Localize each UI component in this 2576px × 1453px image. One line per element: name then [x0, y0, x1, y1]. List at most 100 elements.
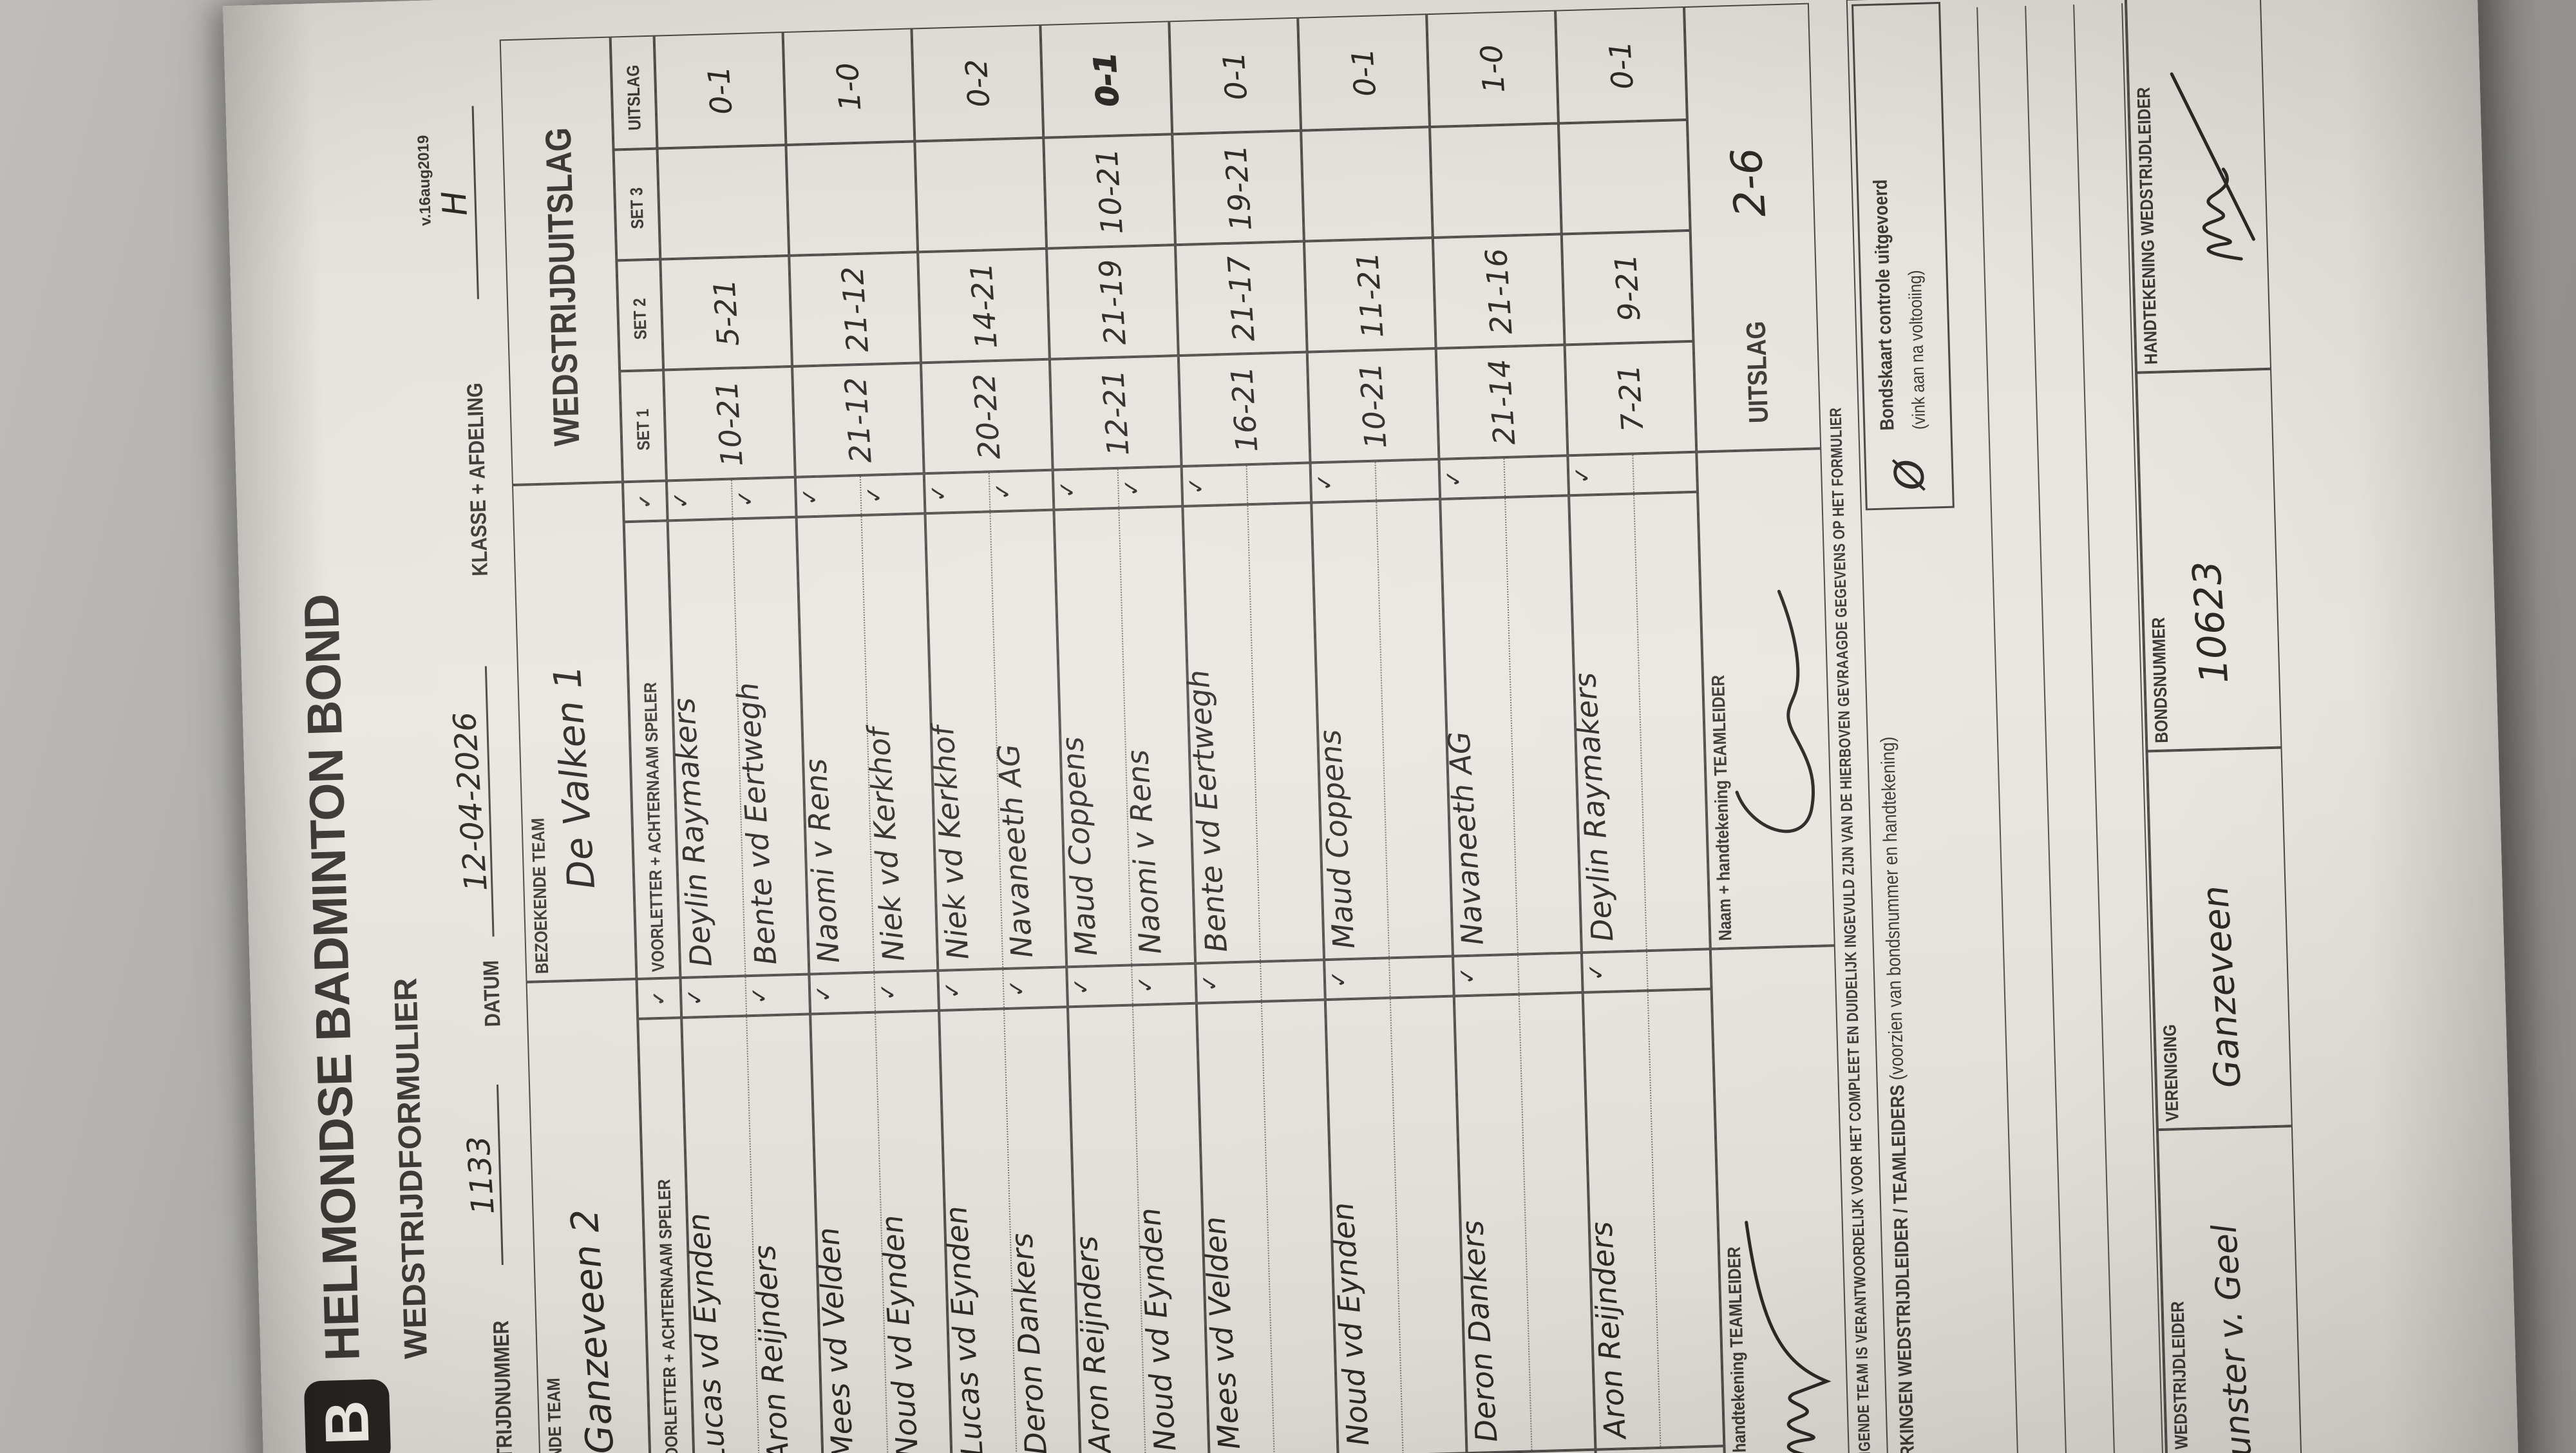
away-check-mark: ✓ [1569, 465, 1596, 486]
teamleider-away-signature [1735, 589, 1815, 833]
uitslag-cell: 1-0 [782, 28, 915, 146]
set2-score: 21-19 [1092, 258, 1133, 347]
away-check-mark: ✓ [732, 488, 759, 509]
bondsnummer-cell: BONDSNUMMER 10623 [2135, 368, 2282, 752]
wedstrijduitslag-label: WEDSTRIJDUITSLAG [537, 126, 587, 447]
set2-score: 21-12 [835, 265, 875, 354]
vereniging-label: VERENIGING [2159, 1023, 2183, 1122]
home-check-mark: ✓ [939, 980, 967, 1000]
datum-value: 12-04-2026 [446, 711, 495, 893]
col-set1: SET 1 [620, 370, 667, 482]
set3-cell [1301, 127, 1433, 242]
bondskaart-label: Bondskaart controle uitgevoerd [1870, 179, 1899, 431]
home-check-mark: ✓ [875, 982, 902, 1002]
home-check-cell: ✓ ✓ [1066, 963, 1197, 1007]
set1-cell: 10-21 [1307, 348, 1439, 463]
away-check-cell: ✓ ✓ [923, 470, 1054, 514]
naam-wedstrijdleider-cell: NAAM WEDSTRIJDLEIDER Munster v. Geel [2155, 1126, 2304, 1453]
away-check-cell: ✓ [1310, 459, 1441, 503]
set2-score: 9-21 [1607, 252, 1647, 323]
teamleider-home-label: Naam + handtekening TEAMLEIDER [1723, 1246, 1752, 1453]
uitslag-value: 0-1 [1216, 50, 1255, 101]
set3-cell: 10-21 [1043, 134, 1175, 249]
set2-cell: 21-16 [1432, 234, 1565, 348]
away-check-mark: ✓ [1054, 479, 1081, 500]
away-players-cell: Deylin Raymakers Bente vd Eertwegh [666, 517, 810, 978]
teamleider-away-label: Naam + handtekening TEAMLEIDER [1707, 674, 1736, 942]
set2-score: 14-21 [963, 261, 1004, 350]
home-players-cell: Noud vd Eynden [1325, 996, 1467, 1453]
set1-cell: 10-21 [663, 366, 795, 481]
uitslag-cell: 0-1 [1298, 14, 1430, 131]
set2-score: 21-16 [1478, 247, 1519, 336]
ontvangende-team-value: Ganzeveen 2 [562, 1208, 623, 1453]
set1-score: 12-21 [1095, 368, 1136, 457]
away-check-mark: ✓ [667, 490, 695, 511]
col-set3: SET 3 [613, 148, 661, 261]
bezoekende-team-cell: BEZOEKENDE TEAM De Valken 1 [512, 482, 637, 982]
check-icon: ✓ [634, 493, 655, 509]
opmerkingen-section: OPMERKINGEN WEDSTRIJDLEIDER / TEAMLEIDER… [1846, 0, 2170, 1453]
remarks-line [1976, 7, 2020, 1453]
away-check-mark: ✓ [860, 484, 888, 505]
away-check-cell: ✓ [1567, 451, 1698, 496]
set1-score: 20-22 [966, 372, 1007, 461]
home-check-cell: ✓ [1324, 956, 1454, 1000]
uitslag-cell: 0-1 [1169, 17, 1302, 135]
naam-wedstrijdleider-value: Munster v. Geel [2205, 1222, 2262, 1453]
away-players-cell: Naomi v Rens Niek vd Kerkhof [796, 513, 938, 974]
away-players-cell: Bente vd Eertwegh [1180, 502, 1325, 964]
opmerkingen-label: OPMERKINGEN WEDSTRIJDLEIDER / TEAMLEIDER… [1877, 736, 1920, 1453]
away-check-mark: ✓ [1311, 472, 1339, 493]
bondsnummer-label: BONDSNUMMER [2148, 617, 2172, 744]
set1-cell: 7-21 [1564, 341, 1697, 456]
set2-cell: 14-21 [918, 248, 1050, 363]
bond-logo: B B [303, 1378, 399, 1453]
uitslag-value: 0-2 [958, 57, 997, 108]
set1-score: 21-12 [838, 375, 878, 464]
away-check-mark: ✓ [925, 483, 952, 504]
col-home-check: ✓ [636, 978, 682, 1019]
uitslag-cell: 0-2 [911, 24, 1044, 142]
col-away-check: ✓ [622, 480, 668, 522]
uitslag-total-cell: UITSLAG 2-6 [1683, 3, 1822, 452]
bondsnummer-value: 10623 [2184, 559, 2238, 685]
set2-score: 5-21 [706, 278, 746, 348]
set1-score: 10-21 [709, 379, 750, 468]
uitslag-value: 1-0 [829, 61, 868, 112]
set1-cell: 21-12 [792, 363, 924, 477]
home-players-cell: Mees vd Velden Noud vd Eynden [810, 1010, 952, 1453]
bondskaart-mark: Ø [1884, 457, 1934, 492]
uitslag-total-value: 2-6 [1721, 146, 1776, 219]
away-check-cell: ✓ [1181, 462, 1312, 507]
form-title: WEDSTRIJDFORMULIER [387, 977, 434, 1360]
vereniging-value: Ganzeveen [2194, 884, 2250, 1090]
paper-sheet: B B HELMONDSE BADMINTON BOND WEDSTRIJDFO… [223, 0, 2521, 1453]
uitslag-value: 0-1 [1086, 51, 1126, 108]
away-players-cell: Maud Coppens Naomi v Rens [1054, 506, 1196, 967]
away-check-mark: ✓ [1118, 477, 1146, 498]
home-check-mark: ✓ [1132, 974, 1159, 995]
klasse-afdeling-value: H [435, 189, 475, 217]
set1-score: 16-21 [1224, 365, 1265, 453]
set2-cell: 21-12 [789, 252, 921, 366]
uitslag-value: 0-1 [701, 64, 739, 116]
away-players-cell: Maud Coppens [1311, 499, 1453, 960]
away-check-mark: ✓ [989, 481, 1017, 502]
check-icon: ✓ [649, 991, 669, 1006]
home-check-mark: ✓ [681, 987, 709, 1008]
col-uitslag: UITSLAG [610, 35, 658, 150]
home-check-mark: ✓ [1582, 962, 1610, 982]
ontvangende-team-cell: ONTVANGENDE TEAM Ganzeveen 2 [526, 978, 653, 1453]
remarks-line [2025, 6, 2068, 1453]
form-version: v.16aug2019 [414, 135, 435, 227]
uitslag-value: 1-0 [1473, 43, 1511, 94]
set1-cell: 21-14 [1435, 345, 1568, 459]
teamleider-home-cell: Naam + handtekening TEAMLEIDER [1710, 945, 1852, 1453]
uitslag-cell: 1-0 [1426, 10, 1558, 128]
bondskaart-box: Ø Bondskaart controle uitgevoerd (vink a… [1851, 1, 1955, 511]
wedstrijdnummer-value: 1133 [460, 1135, 502, 1216]
away-players-cell: Navaneeth AG [1440, 495, 1582, 956]
home-players-cell: Deron Dankers [1454, 992, 1596, 1453]
away-check-mark: ✓ [1440, 468, 1468, 489]
